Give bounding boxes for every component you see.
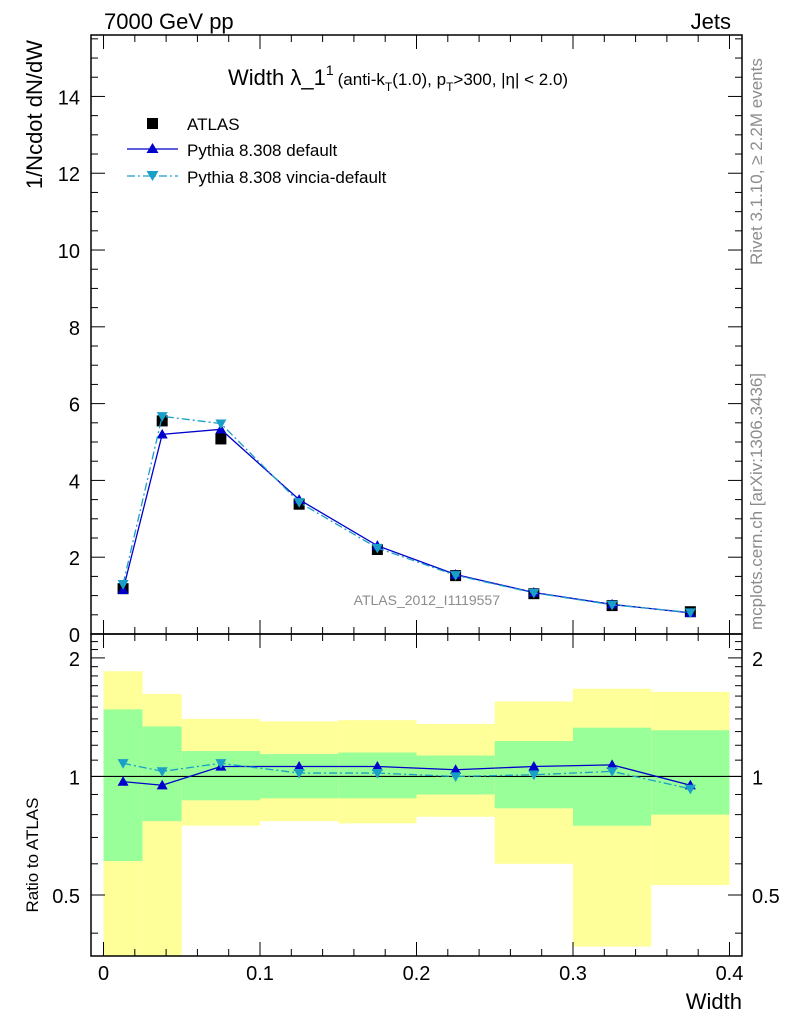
ratio-point [450,764,462,774]
ratio-y-tick-label-right: 1 [752,767,763,789]
series-line [122,428,691,614]
ratio-y-tick-label-right: 2 [752,649,763,671]
data-point [215,433,227,445]
ratio-ylabel: Ratio to ATLAS [23,798,42,913]
legend-marker-default [146,143,159,153]
y-tick-label: 14 [58,87,80,109]
mcplots-label: mcplots.cern.ch [arXiv:1306.3436] [747,373,766,630]
data-point [606,600,618,611]
x-tick-label: 0.4 [716,963,744,985]
y-tick-label: 2 [69,548,80,570]
data-point [156,428,168,439]
x-tick-label: 0.1 [246,963,274,985]
y-tick-label: 10 [58,241,80,263]
data-point [215,419,227,430]
ratio-point [606,759,618,770]
x-axis-label: Width [686,989,742,1014]
y-tick-label: 6 [69,395,80,417]
ratio-point [606,767,618,777]
series-1 [117,423,696,618]
ratio-plot-panel: 0.5 0.5 1 1 2 2 0 0.1 0.2 0.3 0.4 Ratio to ATLAS W… [23,633,780,1014]
y-tick-label: 4 [69,471,80,493]
ratio-point [528,760,540,771]
ratio-point [684,784,696,795]
ratio-point [293,768,305,779]
ratio-point [117,776,129,786]
main-plot-panel: 0 2 4 6 8 10 12 14 1/Ncdot dN/dW Width λ_11 (ant… [22,34,743,647]
ratio-y-tick-label-right: 0.5 [752,886,780,908]
x-tick-label: 0 [98,963,109,985]
ratio-point [156,779,168,790]
x-tick-label: 0.2 [403,963,431,985]
legend-marker-vincia [146,171,159,181]
ratio-point [371,768,383,779]
header-right: Jets [691,9,731,34]
legend: ATLAS Pythia 8.308 default Pythia 8.308 … [127,115,387,187]
ratio-point [450,772,462,782]
main-title: Width λ_11 (anti-kT(1.0), pT>300, |η| < 2… [228,62,568,94]
y-tick-label: 12 [58,164,80,186]
ratio-point [215,759,227,769]
rivet-label: Rivet 3.1.10, ≥ 2.2M events [747,58,766,265]
ratio-y-tick-label: 1 [69,767,80,789]
data-point [450,571,462,581]
data-point [293,498,305,508]
analysis-watermark: ATLAS_2012_I1119557 [354,592,501,608]
ratio-y-tick-label: 0.5 [52,886,80,908]
series-0 [117,415,696,618]
ratio-point [156,767,168,777]
data-point [684,608,696,618]
legend-marker-atlas [147,118,158,129]
ratio-point [528,770,540,781]
legend-label-atlas: ATLAS [187,115,240,134]
data-point [156,412,168,422]
main-ylabel: 1/Ncdot dN/dW [22,40,47,189]
data-point [117,579,129,590]
ratio-y-tick-label: 2 [69,649,80,671]
ratio-series-1 [117,759,696,795]
ratio-point [371,760,383,771]
series-line [122,415,691,614]
data-point [528,588,540,599]
legend-label-vincia: Pythia 8.308 vincia-default [187,168,387,187]
x-tick-label: 0.3 [559,963,587,985]
y-tick-label: 8 [69,318,80,340]
ratio-point [293,760,305,771]
data-point [371,543,383,554]
legend-label-default: Pythia 8.308 default [187,141,338,160]
y-tick-label: 0 [69,625,80,647]
uncertainty-band-inner [651,730,730,815]
series-2 [117,412,696,618]
ratio-point [117,759,129,769]
header-left: 7000 GeV pp [104,9,234,34]
